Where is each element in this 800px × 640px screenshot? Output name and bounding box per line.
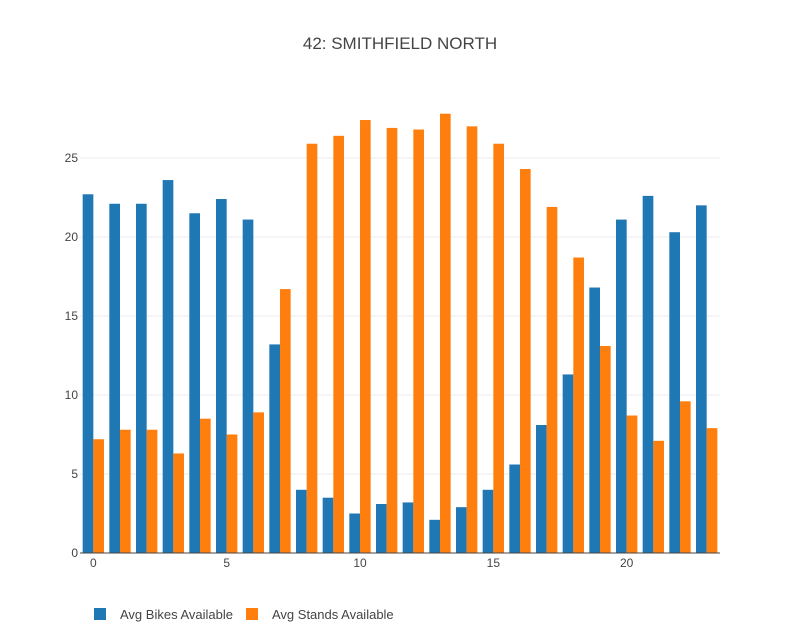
y-tick-label: 25 — [65, 151, 79, 165]
axes: 0 5 10 15 20 25 0 5 10 15 20 — [65, 151, 720, 570]
bar — [136, 203, 147, 553]
bar — [109, 203, 120, 553]
bar — [456, 507, 467, 553]
legend-swatch — [246, 608, 258, 620]
bar — [669, 232, 680, 553]
bar — [546, 206, 558, 553]
gridlines — [80, 157, 720, 475]
bar — [520, 169, 531, 553]
bar — [146, 429, 158, 553]
bar — [466, 126, 478, 553]
bar — [82, 194, 94, 554]
bar — [216, 199, 227, 553]
bar — [440, 113, 451, 553]
y-tick-label: 5 — [71, 467, 78, 481]
x-tick-label: 10 — [353, 556, 367, 570]
x-tick-label: 0 — [90, 556, 97, 570]
bar — [386, 127, 398, 554]
bar — [429, 519, 440, 553]
bar — [600, 345, 611, 553]
bar — [269, 344, 280, 553]
bar — [226, 434, 238, 553]
y-tick-label: 20 — [65, 230, 79, 244]
bar — [349, 513, 360, 553]
bar — [493, 143, 504, 554]
bar — [360, 120, 371, 554]
bar — [626, 415, 638, 553]
bar — [173, 453, 184, 553]
bar — [653, 440, 664, 553]
bar — [696, 205, 707, 553]
bar — [413, 129, 424, 553]
bar — [482, 489, 494, 553]
bar — [93, 439, 104, 553]
y-tick-label: 10 — [65, 388, 79, 402]
bar — [536, 425, 547, 553]
y-tick-label: 15 — [65, 309, 79, 323]
bar — [280, 289, 291, 553]
bar — [616, 219, 627, 553]
x-tick-label: 5 — [223, 556, 230, 570]
bar — [189, 213, 200, 553]
bar — [642, 195, 654, 553]
legend-label: Avg Bikes Available — [120, 607, 233, 622]
legend: Avg Bikes Available Avg Stands Available — [94, 607, 394, 622]
bar — [573, 257, 584, 553]
bar — [306, 143, 318, 554]
bar — [509, 464, 520, 553]
bar — [376, 504, 387, 553]
bar — [333, 135, 344, 553]
bar — [120, 429, 131, 553]
chart-title: 42: SMITHFIELD NORTH — [302, 34, 498, 53]
bars — [82, 113, 718, 554]
legend-swatch — [94, 608, 106, 620]
legend-label: Avg Stands Available — [272, 607, 394, 622]
x-tick-label: 20 — [620, 556, 634, 570]
bar — [680, 401, 691, 553]
bar — [402, 502, 414, 553]
bar — [322, 497, 334, 553]
bar — [706, 428, 718, 553]
bar — [296, 489, 307, 553]
bar — [253, 412, 264, 553]
x-tick-label: 15 — [487, 556, 501, 570]
bar — [589, 287, 600, 553]
y-tick-label: 0 — [71, 546, 78, 560]
bar — [200, 418, 211, 553]
bar — [562, 374, 574, 553]
bar — [242, 219, 254, 553]
bar — [162, 180, 174, 553]
